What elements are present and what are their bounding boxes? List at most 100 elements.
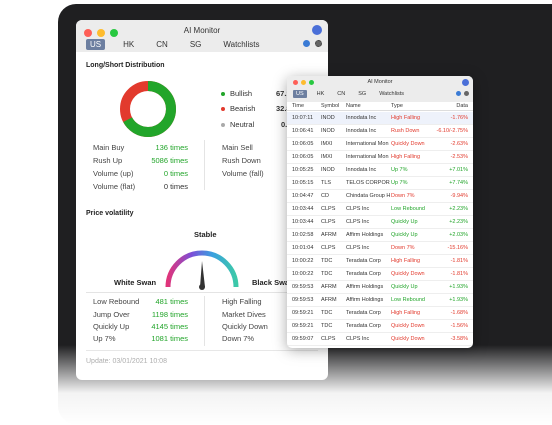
tab-watchlists[interactable]: Watchlists (379, 91, 405, 97)
table-row[interactable]: 10:05:15 TLS TELOS CORPORA Up 7% +7.74% (287, 177, 473, 190)
tab-hk[interactable]: HK (316, 91, 325, 97)
cell-symbol: AFRM (321, 297, 337, 303)
col-symbol[interactable]: Symbol (321, 103, 340, 109)
stat-label: Market Dives (222, 310, 266, 319)
table-row[interactable]: 09:59:53 AFRM Affirm Holdings Low Rebound +1… (287, 294, 473, 307)
divider (204, 140, 205, 190)
table-row[interactable]: 10:02:58 AFRM Affirm Holdings Quickly Up +2.… (287, 229, 473, 242)
stat-volume-fall: Volume (fall) (222, 169, 317, 178)
close-button[interactable] (84, 29, 92, 37)
col-name[interactable]: Name (346, 103, 361, 109)
cell-symbol: CLPS (321, 219, 336, 225)
tab-cn[interactable]: CN (156, 40, 168, 49)
cell-name: CLPS Inc (346, 206, 370, 212)
table-row[interactable]: 10:06:41 INOD Innodata Inc Rush Down -6.10/-… (287, 125, 473, 138)
tab-hk[interactable]: HK (123, 40, 135, 49)
cell-name: CLPS Inc (346, 336, 370, 342)
market-tabs: US HK CN SG Watchlists (293, 90, 414, 98)
col-time[interactable]: Time (292, 103, 305, 109)
table-row[interactable]: 10:06:05 IMXI International Mon Quickly Dow… (287, 138, 473, 151)
cell-type: Rush Down (391, 128, 420, 134)
divider (86, 350, 318, 351)
legend-neutral: Neutral 0.0 (221, 120, 328, 129)
update-timestamp: Update: 03/01/2021 10:08 (86, 358, 167, 365)
help-icon[interactable] (462, 79, 469, 86)
cell-symbol: AFRM (321, 232, 337, 238)
gear-icon[interactable] (464, 91, 469, 96)
refresh-icon[interactable] (456, 91, 461, 96)
table-row[interactable]: 10:03:44 CLPS CLPS Inc Quickly Up +2.23% (287, 216, 473, 229)
distribution-title: Long/Short Distribution (86, 62, 165, 69)
stat-label: Jump Over (93, 310, 130, 319)
minimize-button[interactable] (301, 80, 306, 85)
cell-symbol: CLPS (321, 245, 336, 251)
cell-time: 10:06:05 (292, 141, 314, 147)
gauge-hub (199, 284, 205, 290)
cell-symbol: TDC (321, 271, 333, 277)
table-row[interactable]: 09:59:07 CLPS CLPS Inc Quickly Down -3.58% (287, 333, 473, 346)
col-data[interactable]: Data (456, 103, 468, 109)
col-type[interactable]: Type (391, 103, 403, 109)
stat-volume-up: Volume (up) 0 times (93, 169, 188, 178)
table-row[interactable]: 10:05:25 INOD Innodata Inc Up 7% +7.01% (287, 164, 473, 177)
table-row[interactable]: 10:00:22 TDC Teradata Corp High Falling -1.8… (287, 255, 473, 268)
gear-icon[interactable] (315, 40, 322, 47)
cell-data: -3.58% (450, 336, 468, 342)
tab-us[interactable]: US (293, 90, 307, 98)
close-button[interactable] (293, 80, 298, 85)
cell-time: 09:59:53 (292, 297, 314, 303)
stat-rush-up: Rush Up 5086 times (93, 156, 188, 165)
table-row[interactable]: 09:59:21 TDC Teradata Corp Quickly Down -1.5… (287, 320, 473, 333)
table-row[interactable]: 10:04:47 CD Chindata Group H Down 7% -9.94% (287, 190, 473, 203)
table-row[interactable]: 10:07:11 INOD Innodata Inc High Falling -1.7… (287, 112, 473, 125)
tab-us[interactable]: US (86, 39, 106, 50)
divider (204, 296, 205, 346)
donut-bullish-arc (120, 81, 176, 137)
cell-data: +2.23% (449, 206, 468, 212)
cell-symbol: INOD (321, 128, 335, 134)
minimize-button[interactable] (97, 29, 105, 37)
zoom-button[interactable] (309, 80, 314, 85)
table-row[interactable]: 10:00:22 TDC Teradata Corp Quickly Down -1.8… (287, 268, 473, 281)
cell-symbol: IMXI (321, 141, 333, 147)
cell-time: 10:00:22 (292, 271, 314, 277)
stat-label: Volume (flat) (93, 182, 136, 191)
cell-data: +1.93% (449, 297, 468, 303)
table-row[interactable]: 10:03:44 CLPS CLPS Inc Low Rebound +2.23% (287, 203, 473, 216)
help-icon[interactable] (312, 25, 322, 35)
tab-sg[interactable]: SG (358, 91, 367, 97)
cell-type: Down 7% (391, 245, 415, 251)
cell-name: International Mon (346, 154, 389, 160)
stat-label: Quickly Down (222, 322, 268, 331)
cell-name: Teradata Corp (346, 271, 381, 277)
cell-symbol: AFRM (321, 284, 337, 290)
tab-watchlists[interactable]: Watchlists (223, 40, 260, 49)
tab-cn[interactable]: CN (337, 91, 346, 97)
table-row[interactable]: 10:06:05 IMXI International Mon High Fallin… (287, 151, 473, 164)
cell-type: Up 7% (391, 180, 408, 186)
stat-value: 1081 times (151, 334, 188, 343)
stat-label: Main Sell (222, 143, 253, 152)
cell-name: Innodata Inc (346, 115, 377, 121)
cell-data: -6.10/-2.75% (436, 128, 469, 134)
stat-label: Low Rebound (93, 297, 140, 306)
table-row[interactable]: 09:59:21 TDC Teradata Corp High Falling -1.6… (287, 307, 473, 320)
tab-sg[interactable]: SG (189, 40, 202, 49)
distribution-donut (120, 81, 176, 137)
window-controls (293, 80, 314, 85)
cell-name: Affirm Holdings (346, 284, 384, 290)
cell-time: 10:07:11 (292, 115, 314, 121)
refresh-icon[interactable] (303, 40, 310, 47)
stat-value: 5086 times (151, 156, 188, 165)
table-row[interactable]: 09:59:53 AFRM Affirm Holdings Quickly Up +1.… (287, 281, 473, 294)
cell-data: +2.23% (449, 219, 468, 225)
stat-volume-flat: Volume (flat) 0 times (93, 182, 188, 191)
cell-type: Up 7% (391, 167, 408, 173)
cell-time: 10:02:58 (292, 232, 314, 238)
table-row[interactable]: 10:01:04 CLPS CLPS Inc Down 7% -15.16% (287, 242, 473, 255)
zoom-button[interactable] (110, 29, 118, 37)
window-title: AI Monitor (367, 79, 393, 85)
cell-type: Quickly Up (391, 232, 418, 238)
divider (86, 292, 318, 293)
stat-quickly-up: Quickly Up 4145 times (93, 322, 188, 331)
